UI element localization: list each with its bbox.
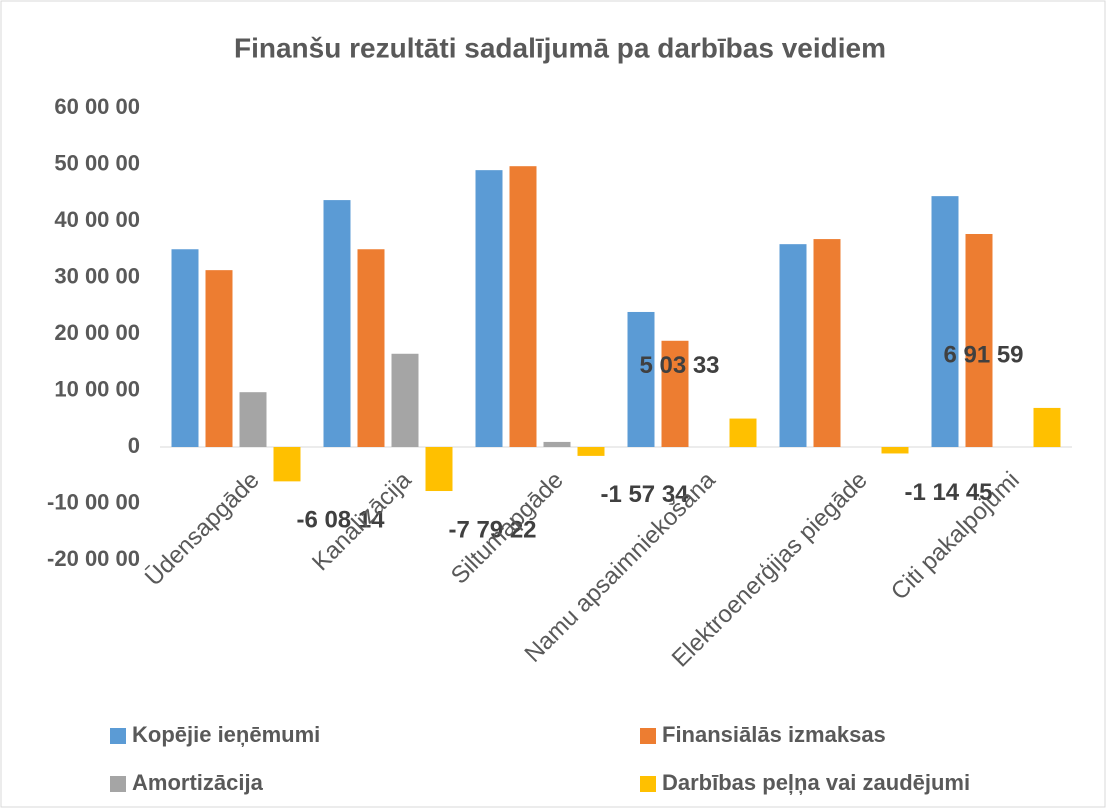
bar xyxy=(813,239,841,447)
bar xyxy=(205,270,233,447)
bar xyxy=(661,340,689,447)
bar xyxy=(273,447,301,482)
y-tick-label: 0 xyxy=(128,433,140,458)
bar xyxy=(543,441,571,447)
legend-swatch xyxy=(110,776,126,792)
legend-label: Finansiālās izmaksas xyxy=(662,722,886,747)
bar xyxy=(779,244,807,447)
bar xyxy=(323,200,351,447)
y-tick-label: -10 00 00 xyxy=(47,489,140,514)
bar xyxy=(509,166,537,447)
y-tick-label: 10 00 00 xyxy=(54,376,140,401)
legend-label: Amortizācija xyxy=(132,770,264,795)
data-label: 5 03 33 xyxy=(639,352,719,379)
y-tick-label: -20 00 00 xyxy=(47,546,140,571)
bar xyxy=(965,233,993,447)
data-label: -1 14 45 xyxy=(904,479,992,506)
data-label: 6 91 59 xyxy=(943,341,1023,368)
bar xyxy=(475,170,503,447)
bar xyxy=(425,447,453,492)
legend-swatch xyxy=(640,776,656,792)
y-tick-label: 40 00 00 xyxy=(54,207,140,232)
data-label: -6 08 14 xyxy=(296,507,385,534)
bar xyxy=(577,447,605,456)
bar xyxy=(729,418,757,447)
bar xyxy=(391,353,419,447)
data-label: -7 79 22 xyxy=(448,516,536,543)
chart-title: Finanšu rezultāti sadalījumā pa darbības… xyxy=(234,32,886,63)
bar xyxy=(171,249,199,447)
legend-label: Kopējie ieņēmumi xyxy=(132,722,320,747)
bar xyxy=(627,311,655,447)
bar xyxy=(931,196,959,447)
y-tick-label: 30 00 00 xyxy=(54,263,140,288)
legend-label: Darbības peļņa vai zaudējumi xyxy=(662,770,970,795)
bar xyxy=(1033,407,1061,447)
data-label: -1 57 34 xyxy=(600,481,689,508)
legend-swatch xyxy=(110,728,126,744)
legend-swatch xyxy=(640,728,656,744)
y-tick-label: 60 00 00 xyxy=(54,94,140,119)
bar xyxy=(239,392,267,447)
bar xyxy=(881,447,909,454)
y-tick-label: 20 00 00 xyxy=(54,320,140,345)
bar xyxy=(357,249,385,447)
y-tick-label: 50 00 00 xyxy=(54,150,140,175)
